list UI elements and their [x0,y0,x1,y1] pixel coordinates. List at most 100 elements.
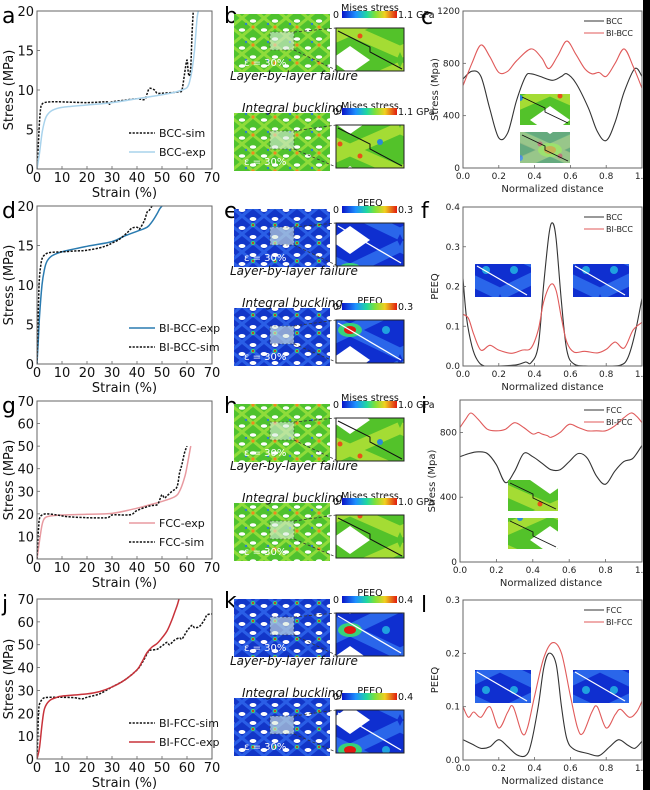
leader-line [293,612,337,618]
x-tick-label: 0.2 [492,764,506,774]
panel-letter: j [1,592,8,617]
series-line-bcc [463,222,642,366]
legend-label: BCC-sim [159,127,205,140]
x-tick-label: 50 [154,366,171,381]
colorbar [342,596,397,603]
y-axis-label: Stress (MPa) [2,639,17,720]
colorbar-min: 0 [333,400,339,411]
colorbar-max: 0.4 [398,595,413,606]
inset-path-arrow [574,671,626,702]
leader-line [293,439,337,461]
legend-label: BI-FCC-sim [159,717,219,730]
y-tick-label: 15 [17,45,34,60]
y-tick-label: 70 [17,593,34,608]
x-tick-label: 70 [204,366,221,381]
leader-line [293,634,337,656]
y-tick-label: 20 [17,5,34,20]
x-axis-label: Normalized distance [501,382,603,393]
series-line-bcc-exp [37,11,200,169]
series-line-bi-fcc-exp [37,599,180,759]
colorbar [342,108,397,115]
x-tick-label: 20 [79,761,96,776]
legend-label: BCC [606,213,623,222]
legend-label: BI-FCC [606,418,633,427]
y-tick-label: 70 [17,395,34,410]
colorbar-max: 0.3 [398,302,413,313]
colorbar-title: PEEQ [357,588,382,599]
y-tick-label: 0 [454,164,460,174]
x-tick-label: 20 [79,171,96,186]
x-tick-label: 70 [204,561,221,576]
x-tick-label: 1.0 [635,172,650,182]
x-tick-label: 0.6 [563,172,578,182]
colorbar [342,11,397,18]
failure-mode-caption: Integral buckling [242,296,343,310]
path-arrow [337,225,402,264]
x-tick-label: 0.6 [563,370,578,380]
chart-panel-f: f 0.0 0.2 0.4 0.6 0.8 1.0 0.0 0.1 0.2 0.3 0.4 Normal… [421,199,649,393]
legend: BCC BI-BCC [584,213,633,234]
path-arrow [337,420,403,460]
y-axis-label: Stress (MPa) [2,50,17,131]
leader-line [293,124,337,132]
fem-row-bottom: ε = 30% PEEQ 0 0.4 Integral buckling [234,686,413,756]
y-tick-label: 0.0 [446,756,461,766]
legend-label: BI-FCC-exp [159,736,220,749]
leader-line [293,343,337,363]
panel-letter: i [421,394,427,419]
x-tick-label: 60 [179,561,196,576]
zoom-region-box [269,325,295,345]
legend-label: BCC-exp [159,146,206,159]
inset-path-arrow [521,134,569,162]
colorbar-max: 1.0 GPa [398,400,435,411]
y-tick-label: 0.1 [446,322,460,332]
legend-label: FCC-sim [159,536,204,549]
y-tick-label: 20 [17,707,34,722]
leader-line [293,733,337,753]
y-tick-label: 40 [17,662,34,677]
x-tick-label: 70 [204,171,221,186]
colorbar-min: 0 [333,692,339,703]
x-tick-label: 0 [33,561,41,576]
failure-mode-caption: Integral buckling [242,686,343,700]
y-tick-label: 60 [17,616,34,631]
legend: BI-BCC-exp BI-BCC-sim [129,322,220,354]
x-tick-label: 10 [54,366,71,381]
leader-line [293,538,337,558]
colorbar-title: Mises stress [341,491,399,502]
zoom-region-box [269,31,295,51]
leader-line [293,417,337,423]
legend-label: BI-FCC [606,618,633,627]
panel-letter: l [421,593,427,618]
y-tick-label: 30 [17,684,34,699]
failure-mode-caption: Layer-by-layer failure [230,654,358,668]
x-tick-label: 0.4 [527,370,542,380]
y-tick-label: 0 [26,553,34,568]
x-tick-label: 0.2 [492,172,506,182]
legend: FCC BI-FCC [584,406,633,427]
colorbar-min: 0 [333,595,339,606]
plot-frame [459,399,643,563]
legend-label: FCC-exp [159,517,205,530]
strain-label: ε = 30% [244,742,286,753]
legend: FCC-exp FCC-sim [129,517,205,549]
chart-panel-l: l 0.0 0.2 0.4 0.6 0.8 1.0 0.0 0.1 0.2 0.3 Normalize… [421,593,649,787]
y-tick-label: 0.3 [446,243,460,253]
colorbar-min: 0 [333,205,339,216]
y-axis-label: Stress (Mpa) [427,449,438,512]
leader-line [293,244,337,266]
colorbar-title: Mises stress [341,101,399,112]
x-axis-label: Normalized distance [500,578,602,589]
panel-letter: d [2,199,16,224]
inset-path-arrow [476,265,528,296]
x-tick-label: 40 [129,561,146,576]
x-tick-label: 60 [179,366,196,381]
y-tick-label: 50 [17,639,34,654]
series-line-bi-fcc [463,641,642,736]
plot-frame [462,10,643,169]
x-tick-label: 0.8 [598,566,613,576]
x-tick-label: 40 [129,171,146,186]
chart-panel-j: j 0 10 20 30 40 50 60 70 0 10 20 30 40 50 60 70 Strain (%… [1,592,220,790]
failure-mode-caption: Layer-by-layer failure [230,264,358,278]
legend-label: BI-BCC-sim [159,341,220,354]
